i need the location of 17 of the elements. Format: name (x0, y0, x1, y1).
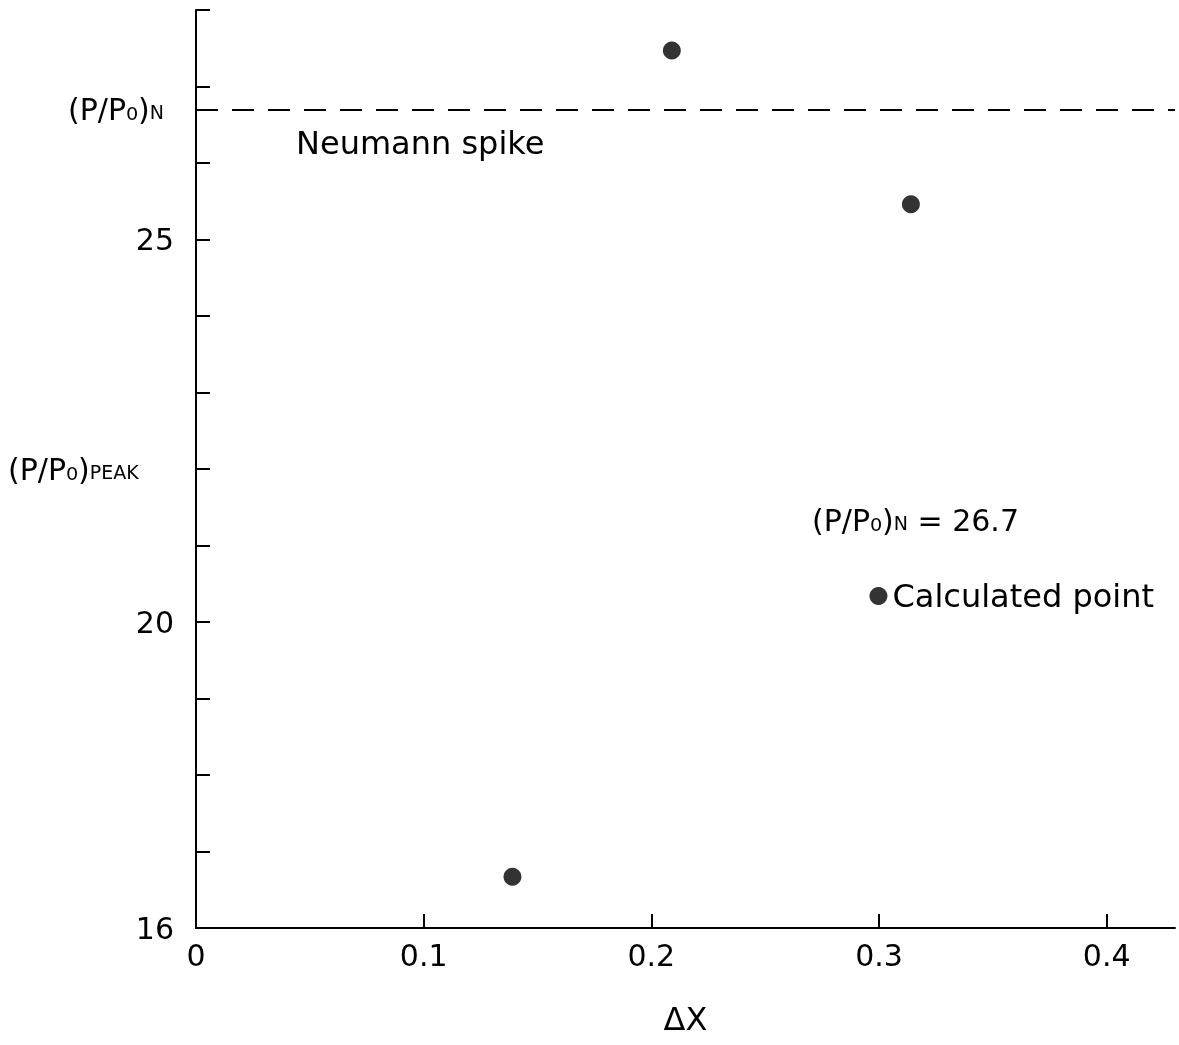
x-tick-label: 0 (186, 937, 206, 973)
y-tick-label: 20 (135, 604, 174, 640)
text: (P/P₀)N (68, 91, 164, 127)
y-tick-label: 16 (135, 910, 174, 946)
x-tick-label: 0.1 (399, 937, 448, 973)
x-axis-title: ΔX (663, 1000, 708, 1038)
ref-line-label: Neumann spike (296, 124, 545, 163)
x-tick-label: 0.3 (855, 937, 903, 973)
x-tick-label: 0.4 (1082, 937, 1131, 973)
point (503, 867, 522, 886)
y-axis-title: (P/P₀)PEAK (8, 451, 140, 487)
legend-label: Calculated point (892, 577, 1154, 615)
point (901, 195, 920, 214)
point (662, 41, 681, 60)
y-tick-label: 25 (135, 222, 174, 257)
x-tick-label: 0.2 (627, 937, 676, 973)
annotation: (P/P₀)N = 26.7 (812, 502, 1020, 538)
